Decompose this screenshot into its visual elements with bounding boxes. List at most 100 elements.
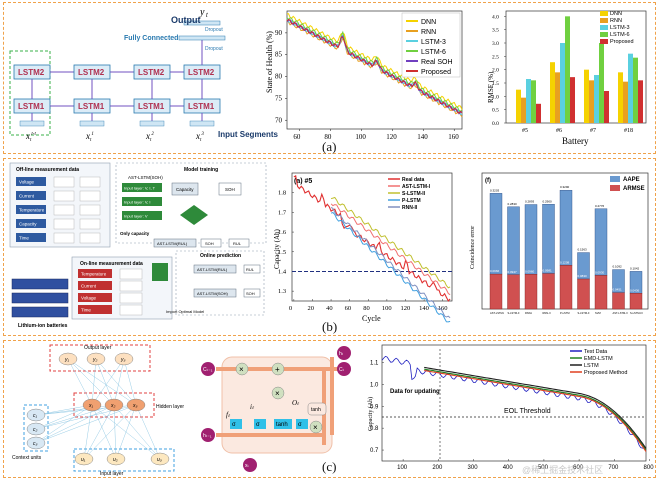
error-bar-armse <box>542 273 555 310</box>
capb-legend-label: Real data <box>402 177 424 183</box>
input-layer-box <box>122 197 162 206</box>
online-title: On-line measurement data <box>80 261 143 267</box>
offline-thumb <box>53 232 75 244</box>
online-thumb <box>119 292 143 304</box>
capacity-b-title: (a) #5 <box>294 178 312 185</box>
capc-xtick-label: 700 <box>608 465 619 471</box>
ast-box-1 <box>153 238 197 248</box>
offline-thumb <box>79 176 101 188</box>
online-item-box <box>78 293 112 302</box>
network-node <box>74 452 94 466</box>
network-node <box>104 398 124 412</box>
rmse-legend-swatch <box>600 11 608 16</box>
offline-item-label: Voltage <box>19 180 35 185</box>
ast-label-3: AST-LSTM(SOH) <box>197 291 229 296</box>
rul-label-2: RUL <box>246 267 255 272</box>
rmse-bar <box>633 57 638 123</box>
panel-a-canvas: LSTM2 LSTM1 xtt-t LSTM2 LSTM1 xt1 LSTM2 LSTM1 xt… <box>9 7 647 146</box>
watermark: @稀土掘金技术社区 <box>522 464 603 475</box>
panel-b: Off-line measurement data Voltage Current… <box>3 158 656 336</box>
panel-c-canvas: Output layer Hidden layer Input layer Co… <box>12 344 654 477</box>
network-node <box>126 398 146 412</box>
capacity-b-plot-area <box>291 172 453 302</box>
rmse-bar <box>589 80 594 123</box>
rmse-ytick-label: 2.0 <box>492 68 499 74</box>
error-bar-aape <box>489 193 503 275</box>
error-top-label: 0.1563 <box>578 248 588 252</box>
soh-xtick-label: 120 <box>386 133 397 141</box>
rul-box-1 <box>228 238 250 248</box>
fully-connected-layer <box>178 35 226 41</box>
error-top-label: 0.2900 <box>543 199 553 203</box>
error-bar-aape <box>542 204 555 274</box>
capb-xtick-label: 140 <box>419 305 429 312</box>
cell-io-label: hₜ₋₁ <box>203 433 212 439</box>
lstm-layer-label: LSTM2 <box>78 68 105 77</box>
capb-xtick-label: 100 <box>382 305 392 312</box>
cell-op-label: × <box>239 365 244 374</box>
online-thumb <box>119 268 143 280</box>
soh-ytick-label: 75 <box>275 94 283 102</box>
input-layer-label: Input layer: V, I, T <box>124 186 156 191</box>
elman-network: Output layer Hidden layer Input layer Co… <box>12 344 184 477</box>
cell-gate <box>296 419 308 429</box>
rmse-ytick-label: 2.5 <box>492 54 499 60</box>
offline-item-box <box>16 205 46 214</box>
cell-gate-label: σ <box>298 422 302 428</box>
framework-diagram: Off-line measurement data Voltage Current… <box>9 162 267 329</box>
network-link <box>35 404 93 444</box>
error-top-label: 0.3203 <box>490 188 500 192</box>
network-node <box>114 352 134 366</box>
cell-op-label: × <box>313 423 318 432</box>
online-item-label: Current <box>81 284 97 289</box>
input-layer-box <box>73 448 175 472</box>
soh-xtick-label: 80 <box>324 133 332 141</box>
capb-xtick-label: 80 <box>363 305 370 312</box>
capc-series-line <box>424 368 647 451</box>
rmse-bar <box>536 103 541 123</box>
panel-b-label: (b) <box>322 319 338 334</box>
offline-thumb <box>79 232 101 244</box>
error-bar-armse <box>612 292 625 310</box>
error-bottom-label: 0.0451 <box>613 288 623 292</box>
input-layer-label: Input layer: V <box>124 214 148 219</box>
capacity-box <box>171 182 199 196</box>
input-gate-label: iₜ <box>250 403 255 411</box>
offline-item-label: Capacity <box>19 222 37 227</box>
network-node-label: x₁ <box>88 403 94 409</box>
network-node <box>58 352 78 366</box>
network-node <box>26 422 46 436</box>
battery-label: Lithium-ion batteries <box>18 323 68 329</box>
soh-ytick-label: 80 <box>275 73 283 81</box>
input-symbol: xt3 <box>195 131 204 143</box>
capc-ytick-label: 1.0 <box>370 382 379 388</box>
error-category-label: S-LSTM-III <box>630 311 643 315</box>
cell-gate-label: tanh <box>276 422 288 428</box>
only-capacity-label: Only capacity <box>120 231 150 236</box>
network-link <box>35 404 115 430</box>
error-bar-aape <box>524 204 538 275</box>
rmse-bar <box>555 72 560 123</box>
soh-legend-label: LSTM-6 <box>421 49 446 56</box>
error-bar-armse <box>629 293 643 310</box>
rmse-category-label: #6 <box>556 128 562 134</box>
offline-item-box <box>16 191 46 200</box>
capb-series-line <box>330 211 451 323</box>
cell-io-label: Cₜ <box>339 367 345 373</box>
capb-xtick-label: 0 <box>289 305 292 312</box>
rmse-bar <box>531 80 536 123</box>
cell-gate-label: σ <box>256 422 260 428</box>
output-gate-label: Oₜ <box>292 399 300 407</box>
error-category-label: RNN-I <box>525 311 532 315</box>
offline-item-box <box>16 219 46 228</box>
network-node <box>150 452 170 466</box>
capc-ytick-label: 1.1 <box>370 361 379 367</box>
error-top-label: 0.1092 <box>613 265 623 269</box>
rmse-bar <box>570 77 575 123</box>
error-bottom-label: 0.0960 <box>525 269 535 273</box>
capb-series-line <box>293 175 451 302</box>
input-symbol: xt2 <box>145 131 154 143</box>
error-bottom-label: 0.0436 <box>630 288 640 292</box>
error-bar-armse <box>559 265 573 310</box>
rmse-chart: RMSE (%) Battery 0.0 0.5 1.0 1.5 2.0 2.5 3.0 3.… <box>487 10 647 146</box>
